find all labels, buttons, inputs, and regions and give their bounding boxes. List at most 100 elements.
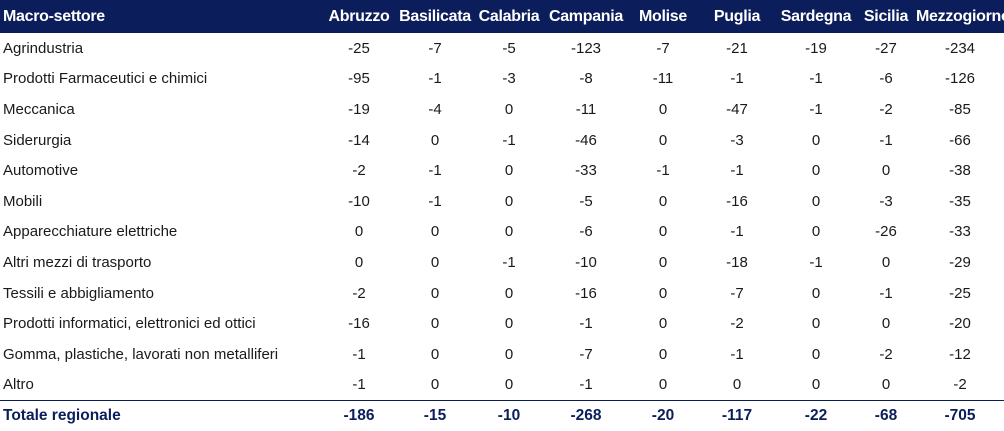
total-cell: -10 [474, 399, 544, 431]
table-cell: 0 [504, 100, 514, 118]
table-cell: -1 [879, 284, 893, 302]
table-row: Prodotti Farmaceutici e chimici -95 -1 -3 -8… [0, 64, 1004, 95]
table-cell: 0 [658, 192, 668, 210]
table-cell: 0 [430, 223, 440, 241]
table-cell: 0 [732, 376, 742, 394]
table-row: Tessili e abbigliamento -2 0 0 -16 0 -7 0 -1 -25 [0, 278, 1004, 309]
table-cell: 0 [504, 284, 514, 302]
total-cell: -705 [916, 399, 1004, 431]
table-cell: -47 [726, 100, 748, 118]
table-cell: -10 [348, 192, 370, 210]
table-row: Mobili -10 -1 0 -5 0 -16 0 -3 -35 [0, 186, 1004, 217]
table-cell: -4 [428, 100, 442, 118]
table-cell: -6 [879, 70, 893, 88]
table-cell: 0 [354, 223, 364, 241]
row-label: Tessili e abbigliamento [3, 284, 154, 302]
table-cell: -14 [348, 131, 370, 149]
table-cell: -1 [428, 162, 442, 180]
table-cell: 0 [811, 131, 821, 149]
table-cell: -1 [428, 70, 442, 88]
table-cell: 0 [658, 253, 668, 271]
table-cell: -7 [428, 39, 442, 57]
total-cell: -117 [698, 399, 776, 431]
table-cell: -38 [949, 162, 971, 180]
table-cell: -33 [575, 162, 597, 180]
table-cell: 0 [504, 162, 514, 180]
table-cell: -19 [805, 39, 827, 57]
header-sardegna: Sardegna [780, 7, 852, 25]
table-cell: 0 [881, 162, 891, 180]
table-cell: -20 [949, 315, 971, 333]
row-label: Agrindustria [3, 39, 84, 57]
table-cell: -1 [730, 223, 744, 241]
table-cell: 0 [430, 315, 440, 333]
table-cell: 0 [881, 376, 891, 394]
table-row: Altri mezzi di trasporto 0 0 -1 -10 0 -18 -1 0 -2… [0, 247, 1004, 278]
table-cell: -95 [348, 70, 370, 88]
header-abruzzo: Abruzzo [328, 7, 390, 25]
table-cell: -2 [352, 284, 366, 302]
row-label: Mobili [3, 192, 43, 210]
table-cell: -1 [879, 131, 893, 149]
table-cell: -85 [949, 100, 971, 118]
table-cell: 0 [658, 315, 668, 333]
table-cell: -1 [809, 100, 823, 118]
table-cell: -1 [352, 345, 366, 363]
table-cell: 0 [430, 253, 440, 271]
table-cell: -7 [656, 39, 670, 57]
table-cell: 0 [811, 376, 821, 394]
table-cell: 0 [811, 223, 821, 241]
total-cell: -22 [776, 399, 856, 431]
header-campania: Campania [548, 7, 624, 25]
table-row: Agrindustria -25 -7 -5 -123 -7 -21 -19 -27 -234 [0, 33, 1004, 64]
row-label: Siderurgia [3, 131, 72, 149]
table-cell: -2 [352, 162, 366, 180]
header-molise: Molise [639, 7, 687, 25]
table-cell: -5 [579, 192, 593, 210]
table-cell: 0 [658, 376, 668, 394]
table-cell: -3 [730, 131, 744, 149]
header-mezzogiorno: Mezzogiorno [916, 7, 1004, 25]
table-cell: -3 [502, 70, 516, 88]
table-cell: 0 [881, 253, 891, 271]
table-cell: -1 [656, 162, 670, 180]
table-row: Apparecchiature elettriche 0 0 0 -6 0 -1 0 -26 -3… [0, 217, 1004, 248]
table-row: Prodotti informatici, elettronici ed ott… [0, 308, 1004, 339]
table-cell: -29 [949, 253, 971, 271]
row-label: Apparecchiature elettriche [3, 223, 178, 241]
table-cell: -1 [352, 376, 366, 394]
row-label: Altri mezzi di trasporto [3, 253, 152, 271]
table-cell: -25 [348, 39, 370, 57]
table-cell: -11 [575, 100, 597, 118]
row-label: Altro [3, 376, 34, 394]
total-label: Totale regionale [0, 399, 322, 431]
total-cell: -268 [544, 399, 628, 431]
table-row: Altro -1 0 0 -1 0 0 0 0 -2 [0, 370, 1004, 401]
table-cell: 0 [658, 100, 668, 118]
header-sicilia: Sicilia [863, 7, 909, 25]
table-cell: 0 [504, 345, 514, 363]
total-row: Totale regionale -186 -15 -10 -268 -20 -117 -22… [0, 399, 1004, 431]
table-cell: -2 [879, 100, 893, 118]
table-cell: -6 [579, 223, 593, 241]
table-cell: -27 [875, 39, 897, 57]
total-cell: -15 [396, 399, 474, 431]
row-label: Gomma, plastiche, lavorati non metallife… [3, 345, 279, 363]
table-cell: -1 [428, 192, 442, 210]
table-cell: 0 [504, 192, 514, 210]
table-cell: -16 [726, 192, 748, 210]
total-cell: -20 [628, 399, 698, 431]
table-cell: -2 [879, 345, 893, 363]
header-puglia: Puglia [713, 7, 761, 25]
table-body: Agrindustria -25 -7 -5 -123 -7 -21 -19 -27 -234 Pr… [0, 33, 1004, 431]
table-cell: -1 [579, 376, 593, 394]
table-row: Meccanica -19 -4 0 -11 0 -47 -1 -2 -85 [0, 94, 1004, 125]
table-cell: -10 [575, 253, 597, 271]
table-cell: -16 [575, 284, 597, 302]
row-label: Prodotti Farmaceutici e chimici [3, 70, 208, 88]
table-cell: 0 [430, 131, 440, 149]
table-cell: 0 [658, 131, 668, 149]
table-cell: 0 [504, 376, 514, 394]
table-cell: -5 [502, 39, 516, 57]
table-cell: -123 [570, 39, 602, 57]
